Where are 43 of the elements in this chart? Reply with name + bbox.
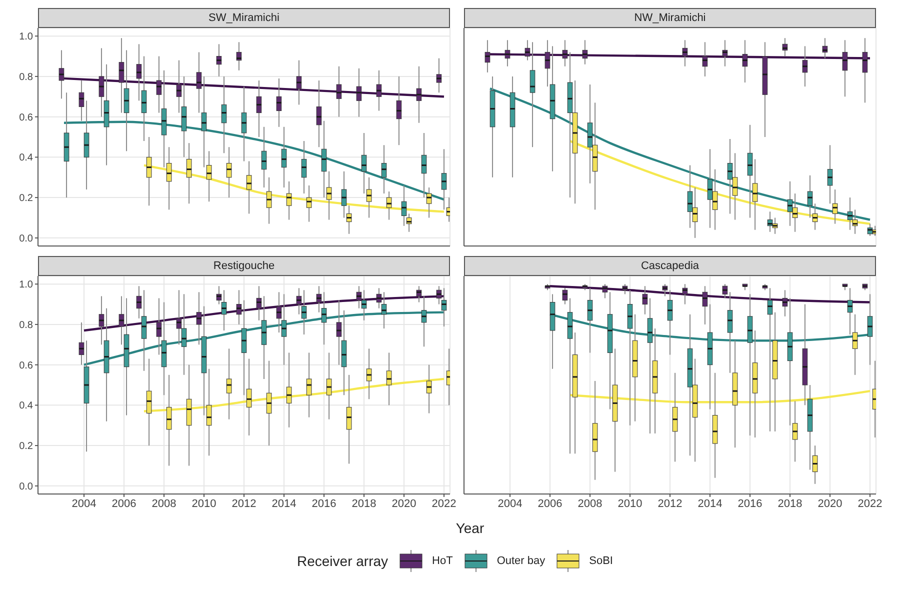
chart-title: Restigouche (38, 256, 450, 276)
x-tick-label: 2016 (312, 498, 336, 510)
x-axis-title: Year (454, 520, 486, 536)
x-tick-label: 2006 (112, 498, 136, 510)
x-tick-label: 2022 (432, 498, 456, 510)
chart-title: NW_Miramichi (464, 8, 876, 28)
y-tick-label: 0.8 (19, 72, 34, 83)
y-tick-label: 0.6 (19, 112, 34, 124)
x-tick-label: 2014 (272, 498, 296, 510)
x-tick-label: 2004 (498, 498, 522, 510)
y-tick-label: 0.2 (19, 193, 34, 204)
x-tick-label: 2012 (232, 498, 256, 510)
y-tick-label: 1.0 (19, 280, 34, 291)
chart-title: SW_Miramichi (38, 8, 450, 28)
x-tick-label: 2008 (578, 498, 602, 510)
x-tick-label: 2020 (392, 498, 416, 510)
x-tick-label: 2012 (658, 498, 682, 510)
y-tick-label: 0.2 (19, 441, 34, 452)
x-tick-label: 2014 (698, 498, 722, 510)
x-tick-label: 2010 (192, 498, 216, 510)
y-tick-label: 0.8 (19, 320, 34, 331)
x-tick-label: 2018 (778, 498, 802, 510)
legend-label: Outer bay (496, 555, 546, 567)
y-tick-label: 0.0 (19, 233, 34, 244)
y-tick-label: 1.0 (19, 32, 34, 43)
legend-label: HoT (432, 555, 453, 567)
line-series (82, 295, 446, 332)
y-tick-label: 0.4 (19, 152, 34, 164)
x-tick-label: 2018 (352, 498, 376, 510)
x-tick-label: 2020 (818, 498, 842, 510)
legend-title: Receiver array (297, 553, 388, 569)
x-tick-label: 2022 (858, 498, 882, 510)
y-tick-label: 0.0 (19, 481, 34, 492)
x-tick-label: 2004 (72, 498, 96, 510)
x-tick-label: 2016 (738, 498, 762, 510)
line-series (62, 120, 446, 201)
y-tick-label: 0.4 (19, 400, 34, 412)
x-tick-label: 2006 (538, 498, 562, 510)
y-tick-label: 0.6 (19, 360, 34, 372)
x-tick-label: 2008 (152, 498, 176, 510)
legend-label: SoBI (589, 555, 613, 567)
x-tick-label: 2010 (618, 498, 642, 510)
chart-title: Cascapedia (464, 256, 876, 276)
